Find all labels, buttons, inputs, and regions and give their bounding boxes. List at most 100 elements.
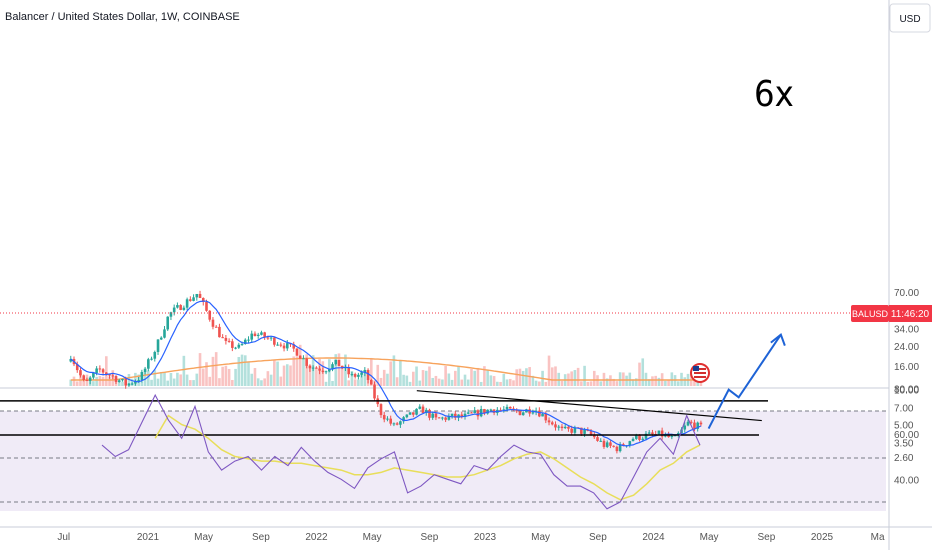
volume-bar bbox=[505, 379, 509, 386]
volume-bar bbox=[75, 381, 79, 386]
volume-bar bbox=[266, 371, 270, 386]
candle-body bbox=[198, 293, 202, 298]
price-tick-label: 5.00 bbox=[894, 420, 914, 431]
volume-bar bbox=[676, 381, 680, 386]
volume-bar bbox=[586, 381, 590, 386]
volume-bar bbox=[276, 361, 279, 386]
volume-bar bbox=[227, 368, 231, 386]
candles bbox=[69, 290, 703, 454]
candle-body bbox=[208, 310, 212, 320]
volume-bar bbox=[547, 355, 551, 386]
volume-bar bbox=[121, 381, 124, 386]
candle-body bbox=[98, 368, 102, 370]
volume-bar bbox=[221, 366, 224, 386]
volume-bar bbox=[699, 380, 703, 386]
rsi-axis[interactable]: 80.00 60.00 40.00 bbox=[894, 384, 919, 486]
volume-bar bbox=[641, 358, 645, 386]
candle-body bbox=[243, 339, 247, 345]
time-tick-label: May bbox=[531, 532, 550, 543]
time-tick-label: Sep bbox=[589, 532, 607, 543]
volume-bar bbox=[654, 375, 657, 386]
volume-bar bbox=[447, 373, 451, 386]
candle-body bbox=[347, 367, 350, 375]
volume-bar bbox=[667, 379, 670, 386]
time-tick-label: 2025 bbox=[811, 532, 834, 543]
volume-bar bbox=[589, 381, 593, 386]
candle-body bbox=[412, 412, 415, 415]
candle-body bbox=[382, 415, 386, 420]
candle-body bbox=[415, 408, 418, 415]
candle-body bbox=[357, 374, 360, 377]
volume-bar bbox=[224, 365, 228, 386]
volume-bar bbox=[147, 370, 150, 386]
candle-body bbox=[515, 409, 519, 412]
candle-body bbox=[88, 377, 92, 381]
time-tick-label: 2022 bbox=[305, 532, 328, 543]
candle-body bbox=[634, 434, 638, 439]
volume-bar bbox=[253, 368, 257, 386]
candle-body bbox=[327, 369, 331, 372]
candle-body bbox=[85, 380, 89, 382]
candle-body bbox=[360, 372, 363, 375]
candle-body bbox=[560, 426, 564, 429]
candle-body bbox=[253, 333, 257, 337]
candle-body bbox=[473, 410, 477, 414]
time-axis[interactable]: Jul 2021 May Sep 2022 May Sep 2023 May Sep 2024 May… bbox=[57, 532, 885, 543]
candle-body bbox=[386, 418, 389, 420]
candle-body bbox=[641, 438, 645, 440]
volume-bar bbox=[618, 372, 622, 386]
currency-button-label[interactable]: USD bbox=[899, 14, 920, 25]
volume-bar bbox=[518, 368, 522, 386]
candle-body bbox=[693, 422, 696, 429]
descending-trendline[interactable] bbox=[416, 390, 762, 422]
candle-body bbox=[660, 430, 664, 437]
projection-arrow[interactable] bbox=[707, 334, 782, 430]
candle-body bbox=[638, 434, 641, 440]
candle-body bbox=[214, 326, 218, 328]
us-flag-icon[interactable] bbox=[690, 363, 710, 383]
time-tick-label: 2024 bbox=[642, 532, 665, 543]
volume-bar bbox=[550, 367, 554, 386]
rsi-line bbox=[101, 393, 701, 510]
volume-bar bbox=[292, 356, 296, 386]
volume-bar bbox=[570, 371, 573, 386]
candle-body bbox=[470, 412, 473, 414]
candle-body bbox=[399, 421, 402, 425]
candle-body bbox=[159, 337, 163, 340]
arrow-head bbox=[770, 332, 786, 346]
candle-body bbox=[567, 426, 570, 429]
time-tick-label: Ma bbox=[871, 532, 885, 543]
candle-body bbox=[311, 367, 315, 369]
volume-bar bbox=[441, 379, 444, 386]
volume-bar bbox=[273, 360, 276, 386]
price-tick-label: 10.00 bbox=[894, 386, 919, 397]
volume-bar bbox=[169, 373, 173, 386]
candle-body bbox=[454, 413, 457, 418]
candle-body bbox=[424, 409, 428, 414]
chart-title: Balancer / United States Dollar, 1W, COI… bbox=[5, 11, 240, 23]
candle-body bbox=[447, 416, 451, 420]
volume-bar bbox=[69, 379, 73, 386]
volume-bar bbox=[101, 376, 105, 386]
candle-body bbox=[92, 372, 95, 378]
price-tick-label: 3.50 bbox=[894, 438, 914, 449]
time-tick-label: Sep bbox=[420, 532, 438, 543]
annotation-6x[interactable]: 6x bbox=[754, 74, 794, 115]
candle-body bbox=[580, 427, 583, 434]
volume-bar bbox=[489, 375, 493, 386]
candle-body bbox=[547, 420, 551, 423]
price-tick-label: 7.00 bbox=[894, 404, 914, 415]
rsi-tick-label: 60.00 bbox=[894, 430, 919, 441]
candle-body bbox=[431, 413, 434, 418]
candle-body bbox=[589, 430, 593, 435]
currency-button[interactable] bbox=[889, 3, 931, 33]
volume-bar bbox=[399, 360, 402, 386]
volume-bar bbox=[363, 370, 367, 386]
volume-bar bbox=[305, 354, 308, 386]
volume-ma-line bbox=[70, 357, 701, 381]
candle-body bbox=[502, 409, 506, 411]
candle-body bbox=[211, 319, 215, 327]
candle-body bbox=[276, 344, 279, 346]
